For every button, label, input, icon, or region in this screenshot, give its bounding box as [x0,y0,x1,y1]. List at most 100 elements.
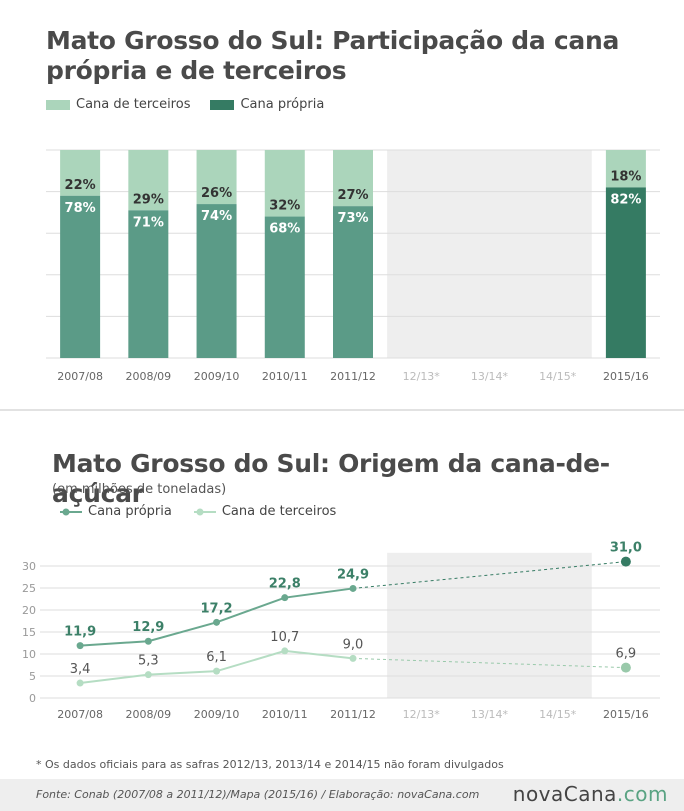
data-label-terceiros: 5,3 [138,654,159,669]
legend-item-propria: Cana própria [210,97,324,112]
y-tick-label: 0 [29,692,36,705]
x-tick-label: 2010/11 [262,708,308,721]
data-label-propria: 31,0 [610,541,642,556]
data-point-terceiros [76,679,84,687]
line-chart-title: Mato Grosso do Sul: Origem da cana-de-aç… [52,449,610,508]
legend-item-line-terceiros: Cana de terceiros [193,504,337,519]
footnote: * Os dados oficiais para as safras 2012/… [36,758,504,771]
data-label-propria: 17,2 [201,601,233,616]
line-chart-subtitle: (em milhões de toneladas) [52,482,227,497]
series-dashed-propria [352,561,626,589]
data-point-propria [620,556,631,567]
data-label-terceiros: 27% [337,188,368,203]
bar-segment-propria [128,210,169,358]
y-tick-label: 5 [29,670,36,683]
bar-chart-plot: 22% 78% 2007/08 29% 71% 2008/09 26% 74% 2009/10 3… [46,149,660,383]
x-tick-label: 2011/12 [330,708,376,721]
y-tick-label: 25 [22,582,36,595]
x-tick-label: 14/15* [539,708,577,721]
x-tick-label: 2008/09 [125,708,171,721]
data-point-terceiros [620,662,631,673]
x-tick-label: 13/14* [471,370,509,383]
data-label-propria: 73% [337,211,368,226]
logo-text: novaCana [512,782,617,806]
bar-chart-title: Mato Grosso do Sul: Participação da cana… [46,26,620,85]
data-label-terceiros: 32% [269,199,300,214]
bar-segment-propria [333,206,373,358]
x-tick-label: 12/13* [403,708,441,721]
data-label-terceiros: 18% [610,169,641,184]
novacana-logo: novaCana.com [513,782,668,806]
data-point-terceiros [349,654,357,662]
legend-label-line-propria: Cana própria [88,504,172,519]
bar-segment-terceiros [333,150,373,207]
data-label-propria: 71% [133,215,164,230]
unavailable-region [387,552,592,698]
bar-segment-terceiros [128,150,169,211]
data-label-propria: 24,9 [337,567,369,582]
data-label-terceiros: 22% [65,178,96,193]
data-point-propria [349,584,357,592]
y-tick-label: 10 [22,648,36,661]
data-point-propria [281,594,289,602]
y-tick-label: 30 [22,560,36,573]
bar-segment-terceiros [196,150,237,205]
panel-divider [0,409,684,411]
line-chart-plot: 0 5 10 15 20 25 30 2007/08 2008/09 2009/10 2010/11… [22,541,660,721]
data-label-terceiros: 26% [201,186,232,201]
data-label-propria: 82% [610,192,641,207]
data-label-terceiros: 6,9 [616,647,637,662]
data-point-terceiros [144,671,152,679]
series-line-propria [80,587,354,647]
legend-item-line-propria: Cana própria [60,504,172,519]
data-point-propria [76,642,84,650]
legend-swatch-propria [210,99,235,110]
legend-label-line-terceiros: Cana de terceiros [221,504,337,519]
x-tick-label: 13/14* [471,708,509,721]
source-text: Fonte: Conab (2007/08 a 2011/12)/Mapa (2… [36,788,480,801]
bar-segment-terceiros [264,150,305,217]
x-tick-label: 12/13* [403,370,441,383]
data-point-terceiros [281,647,289,655]
x-tick-label: 2010/11 [262,370,308,383]
data-label-propria: 12,9 [132,620,164,635]
bar-chart-panel: Mato Grosso do Sul: Participação da cana… [46,26,660,383]
data-point-propria [213,618,221,626]
data-point-propria [144,637,152,645]
x-tick-label: 2009/10 [194,370,240,383]
footer: Fonte: Conab (2007/08 a 2011/12)/Mapa (2… [0,779,684,811]
bar-segment-terceiros [605,150,646,188]
legend-swatch-terceiros [46,99,70,110]
x-tick-label: 14/15* [539,370,577,383]
bar-segment-terceiros [60,150,101,196]
x-tick-label: 2015/16 [603,370,649,383]
x-tick-label: 2007/08 [57,370,103,383]
legend-label-terceiros: Cana de terceiros [76,97,191,112]
line-chart-legend: Cana própria Cana de terceiros [60,504,336,519]
y-tick-label: 15 [22,626,36,639]
unavailable-region [387,150,592,358]
legend-label-propria: Cana própria [240,97,325,112]
bar-chart-legend: Cana de terceiros Cana própria [46,97,324,112]
data-label-propria: 78% [65,201,96,216]
x-tick-label: 2008/09 [125,370,171,383]
legend-item-terceiros: Cana de terceiros [46,97,190,112]
logo-suffix: .com [616,782,668,806]
bar-segment-propria [196,204,237,358]
data-label-terceiros: 29% [133,192,164,207]
y-tick-label: 20 [22,604,36,617]
data-label-terceiros: 3,4 [70,662,91,677]
x-tick-label: 2015/16 [603,708,649,721]
x-tick-label: 2009/10 [194,708,240,721]
line-chart-panel: Mato Grosso do Sul: Origem da cana-de-aç… [0,411,684,811]
data-label-terceiros: 10,7 [270,630,299,645]
bar-segment-propria [264,216,305,358]
data-label-terceiros: 6,1 [206,650,227,665]
data-label-propria: 68% [269,222,300,237]
legend-marker-line-terceiros [193,508,216,515]
data-point-terceiros [213,667,221,675]
data-label-propria: 22,8 [269,577,301,592]
legend-marker-line-propria [60,508,82,515]
x-tick-label: 2011/12 [330,370,376,383]
bar-segment-propria [605,187,646,358]
